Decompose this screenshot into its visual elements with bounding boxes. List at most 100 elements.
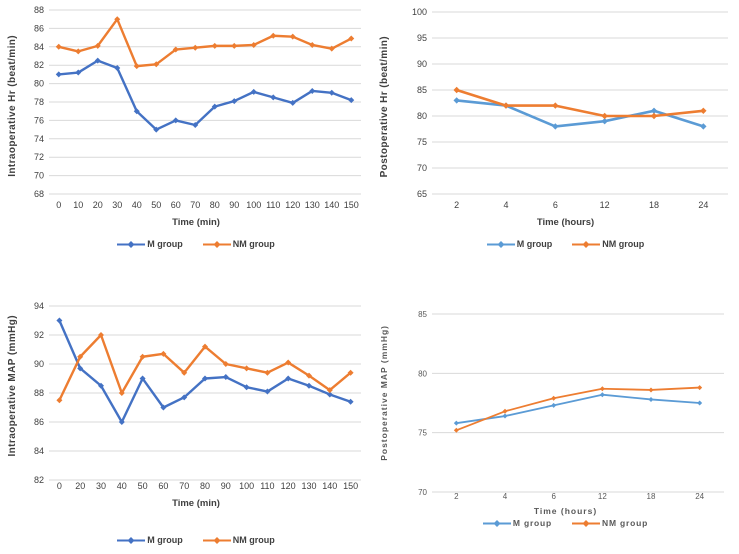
svg-text:92: 92 <box>34 330 44 340</box>
legend-item-nm-group: NM group <box>572 518 648 528</box>
svg-text:2: 2 <box>454 200 459 210</box>
svg-text:24: 24 <box>698 200 708 210</box>
svg-text:120: 120 <box>285 200 300 210</box>
svg-text:4: 4 <box>503 200 508 210</box>
plot-intraoperative-map: 82 84 86 88 90 92 94 0 20 30 40 50 60 70 80 90 100 110 120… <box>34 301 361 491</box>
svg-text:12: 12 <box>597 492 606 501</box>
legend: M group NM group <box>117 239 275 249</box>
x-axis-title: Time (hours) <box>533 506 598 516</box>
legend: M group NM group <box>482 518 648 528</box>
legend-line-marker-icon <box>572 519 601 527</box>
svg-text:110: 110 <box>260 481 274 491</box>
svg-text:68: 68 <box>34 189 44 199</box>
svg-text:150: 150 <box>343 481 358 491</box>
svg-text:10: 10 <box>73 200 83 210</box>
svg-text:130: 130 <box>305 200 320 210</box>
svg-text:65: 65 <box>416 189 426 199</box>
legend-item-nm-group: NM group <box>572 239 644 249</box>
chart-intraoperative-hr: Intraoperative Hr (beat/min) 68 70 72 74 76 7… <box>0 0 372 278</box>
svg-text:80: 80 <box>200 481 210 491</box>
svg-text:90: 90 <box>229 200 239 210</box>
svg-text:60: 60 <box>158 481 168 491</box>
x-axis-title: Time (min) <box>172 498 220 509</box>
svg-text:50: 50 <box>138 481 148 491</box>
legend-item-m-group: M group <box>486 239 553 249</box>
svg-text:40: 40 <box>132 200 142 210</box>
svg-text:30: 30 <box>96 481 106 491</box>
svg-text:70: 70 <box>418 488 427 497</box>
svg-text:18: 18 <box>648 200 658 210</box>
svg-text:140: 140 <box>322 481 337 491</box>
svg-text:90: 90 <box>34 359 44 369</box>
svg-text:82: 82 <box>34 475 44 485</box>
legend-label: M group <box>147 239 183 249</box>
x-axis-title: Time (hours) <box>536 217 595 228</box>
svg-text:18: 18 <box>646 492 655 501</box>
svg-text:94: 94 <box>34 301 44 311</box>
legend-line-marker-icon <box>117 240 146 248</box>
svg-text:80: 80 <box>418 369 427 378</box>
legend: M group NM group <box>486 239 644 249</box>
svg-text:88: 88 <box>34 388 44 398</box>
x-axis-title: Time (min) <box>172 217 220 228</box>
svg-text:30: 30 <box>112 200 122 210</box>
svg-text:95: 95 <box>416 33 426 43</box>
svg-text:50: 50 <box>151 200 161 210</box>
svg-text:20: 20 <box>93 200 103 210</box>
legend-line-marker-icon <box>117 536 146 544</box>
svg-text:0: 0 <box>57 481 62 491</box>
legend-label: M group <box>147 535 183 545</box>
svg-text:70: 70 <box>416 163 426 173</box>
legend-label: NM group <box>602 518 649 528</box>
legend-label: NM group <box>232 239 275 249</box>
legend: M group NM group <box>117 535 275 545</box>
svg-text:140: 140 <box>324 200 339 210</box>
svg-text:72: 72 <box>34 152 44 162</box>
legend-label: NM group <box>602 239 645 249</box>
y-axis-title-intraoperative-hr: Intraoperative Hr (beat/min) <box>6 35 18 177</box>
svg-text:6: 6 <box>551 492 556 501</box>
y-axis-title-postoperative-map: Postoperative MAP (mmHg) <box>379 325 389 461</box>
legend-item-m-group: M group <box>117 239 183 249</box>
svg-text:86: 86 <box>34 23 44 33</box>
plot-intraoperative-hr: 68 70 72 74 76 78 80 82 84 86 88 0 10 20 30 40 50 60 70 80 9… <box>34 5 361 210</box>
svg-text:24: 24 <box>695 492 704 501</box>
svg-text:90: 90 <box>416 59 426 69</box>
svg-text:120: 120 <box>281 481 296 491</box>
chart-intraoperative-map: Intraoperative MAP (mmHg) 82 84 86 88 90 92 94… <box>0 278 372 554</box>
svg-text:80: 80 <box>34 79 44 89</box>
legend-item-m-group: M group <box>117 535 183 545</box>
svg-text:82: 82 <box>34 60 44 70</box>
legend-line-marker-icon <box>202 536 231 544</box>
svg-text:85: 85 <box>416 85 426 95</box>
svg-text:130: 130 <box>301 481 316 491</box>
svg-text:76: 76 <box>34 115 44 125</box>
legend-item-m-group: M group <box>482 518 553 528</box>
legend-label: M group <box>512 518 553 528</box>
legend-label: M group <box>516 239 553 249</box>
svg-text:4: 4 <box>502 492 507 501</box>
svg-text:12: 12 <box>599 200 609 210</box>
svg-text:60: 60 <box>171 200 181 210</box>
svg-text:84: 84 <box>34 446 44 456</box>
svg-text:6: 6 <box>552 200 557 210</box>
svg-text:0: 0 <box>56 200 61 210</box>
legend-line-marker-icon <box>572 240 601 248</box>
legend-line-marker-icon <box>482 519 511 527</box>
svg-text:84: 84 <box>34 42 44 52</box>
svg-text:75: 75 <box>416 137 426 147</box>
svg-text:74: 74 <box>34 134 44 144</box>
svg-text:80: 80 <box>210 200 220 210</box>
svg-text:70: 70 <box>34 171 44 181</box>
chart-postoperative-hr: Postoperative Hr (beat/min) 65 70 75 80 85 90… <box>372 0 739 278</box>
svg-text:78: 78 <box>34 97 44 107</box>
svg-text:70: 70 <box>179 481 189 491</box>
svg-text:100: 100 <box>246 200 261 210</box>
y-axis-title-postoperative-hr: Postoperative Hr (beat/min) <box>378 36 390 178</box>
legend-item-nm-group: NM group <box>202 535 275 545</box>
svg-text:70: 70 <box>190 200 200 210</box>
y-axis-title-intraoperative-map: Intraoperative MAP (mmHg) <box>6 315 18 457</box>
